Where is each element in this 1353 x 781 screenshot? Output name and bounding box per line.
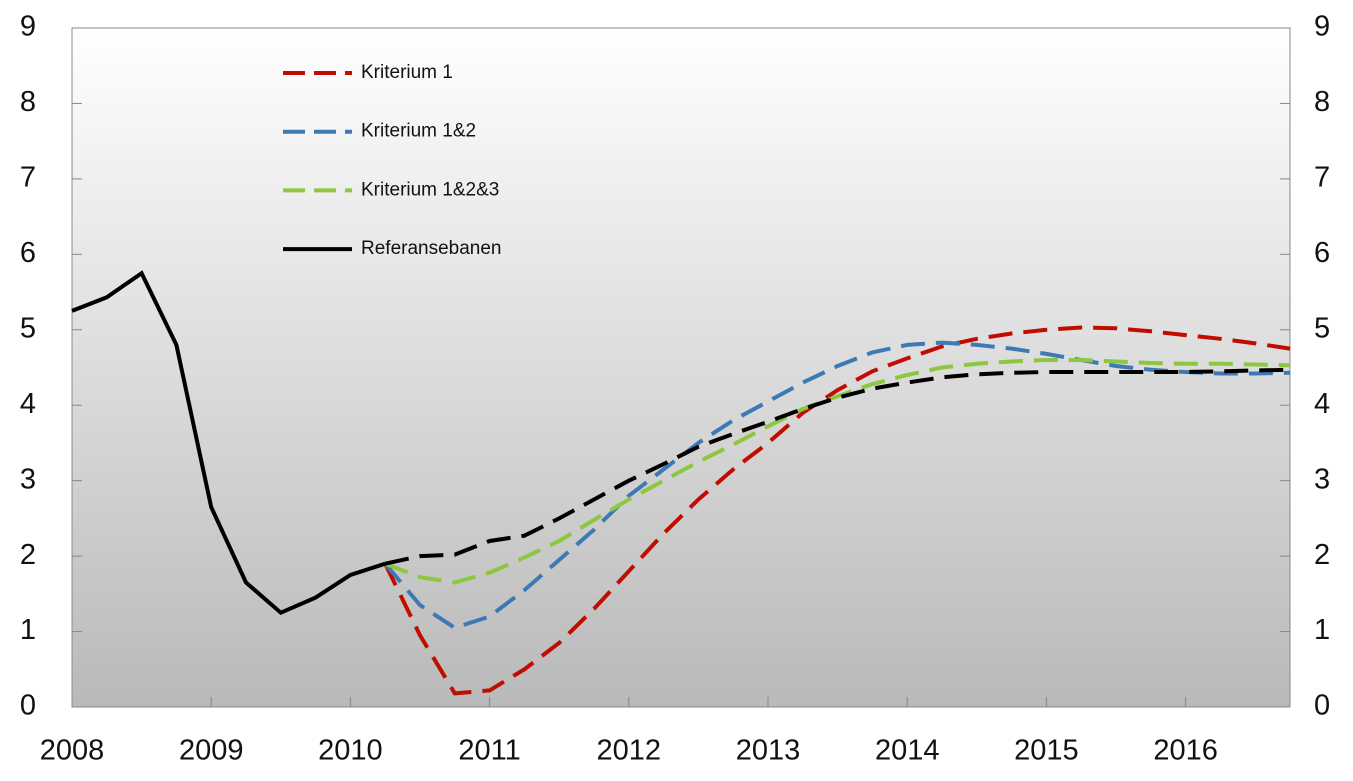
y2-tick-label: 8 xyxy=(1314,86,1330,118)
x-tick-label: 2009 xyxy=(179,735,244,767)
series-line xyxy=(383,325,1291,696)
y-tick-label: 2 xyxy=(20,539,36,571)
y-tick-label: 4 xyxy=(20,388,36,420)
x-tick-label: 2011 xyxy=(458,735,520,767)
y-tick-label: 7 xyxy=(20,162,36,194)
y2-tick-label: 4 xyxy=(1314,388,1330,420)
y-tick-label: 0 xyxy=(20,690,36,722)
legend-label: Kriterium 1 xyxy=(361,62,453,83)
series-line xyxy=(384,358,1291,585)
y-tick-label: 5 xyxy=(20,312,36,344)
x-tick-label: 2010 xyxy=(318,735,383,767)
x-tick-label: 2013 xyxy=(736,735,801,767)
x-tick-label: 2012 xyxy=(597,735,662,767)
y2-tick-label: 3 xyxy=(1314,463,1330,495)
y2-tick-label: 7 xyxy=(1314,162,1330,194)
x-tick-label: 2016 xyxy=(1153,735,1218,767)
plot-area xyxy=(71,27,1291,708)
legend-label: Kriterium 1&2&3 xyxy=(361,179,499,200)
y2-tick-label: 6 xyxy=(1314,237,1330,269)
y2-tick-label: 1 xyxy=(1314,614,1330,646)
y2-tick-label: 9 xyxy=(1314,11,1330,43)
y-tick-label: 3 xyxy=(20,463,36,495)
y2-tick-label: 5 xyxy=(1314,312,1330,344)
y-tick-label: 1 xyxy=(20,614,36,646)
y-tick-label: 6 xyxy=(20,237,36,269)
y-tick-label: 9 xyxy=(20,11,36,43)
legend-label: Kriterium 1&2 xyxy=(361,121,476,142)
legend-label: Referansebanen xyxy=(361,238,502,259)
y-tick-label: 8 xyxy=(20,86,36,118)
series-line xyxy=(71,270,386,616)
series-line xyxy=(384,367,1291,566)
y2-tick-label: 0 xyxy=(1314,690,1330,722)
x-tick-label: 2014 xyxy=(875,735,940,767)
x-tick-label: 2015 xyxy=(1014,735,1079,767)
series-line xyxy=(383,340,1291,630)
x-tick-label: 2008 xyxy=(40,735,105,767)
y2-tick-label: 2 xyxy=(1314,539,1330,571)
